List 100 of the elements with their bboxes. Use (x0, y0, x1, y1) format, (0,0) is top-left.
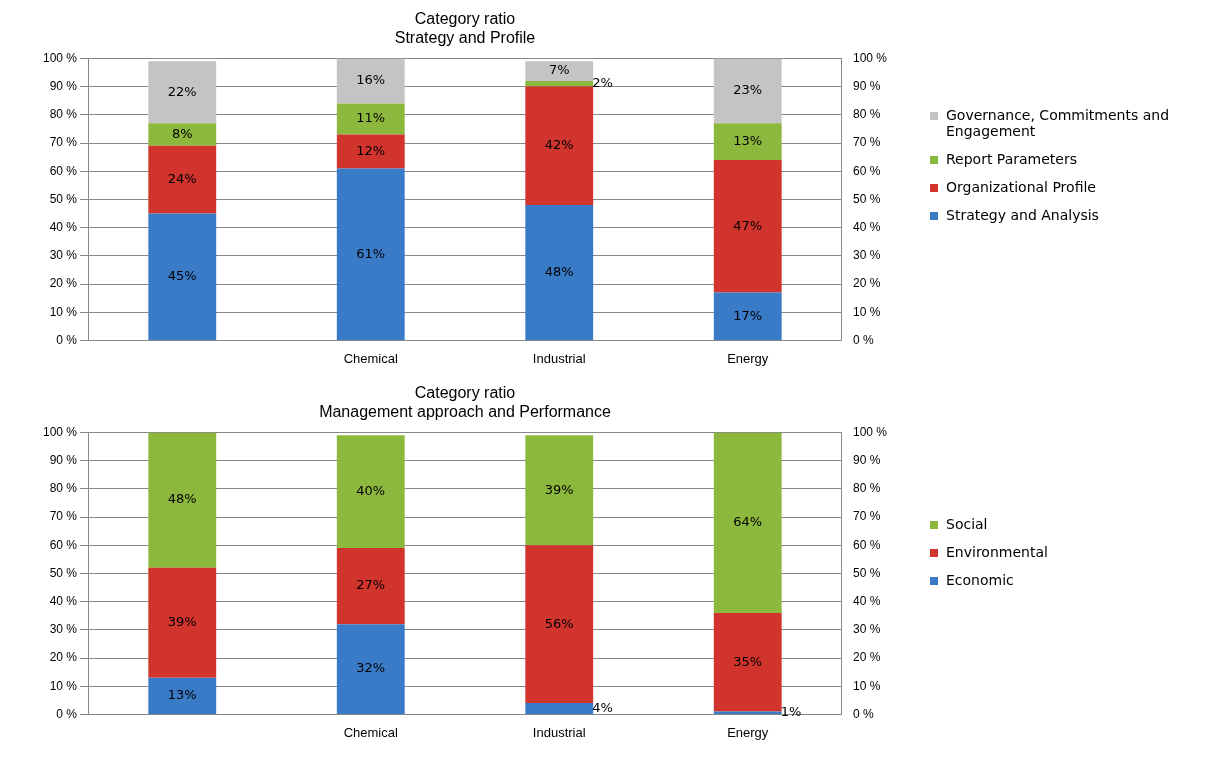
bar (525, 80, 594, 87)
y-tick-label: 100 % (42, 424, 78, 439)
data-label: 13% (733, 132, 763, 148)
data-label: 17% (733, 307, 763, 323)
y-tick-label: 60 % (49, 163, 78, 178)
y2-tick-label: 70 % (852, 509, 881, 524)
x-tick-label: Industrial (532, 350, 586, 366)
data-label: 24% (167, 171, 197, 187)
y2-tick-label: 30 % (852, 248, 881, 263)
x-tick-label: Chemical (343, 724, 398, 740)
bar (148, 123, 217, 146)
y-tick-label: 90 % (49, 452, 78, 467)
bar (525, 545, 594, 704)
y2-tick-label: 0 % (852, 706, 874, 721)
data-label: 61% (356, 245, 386, 261)
y2-tick-label: 60 % (852, 163, 881, 178)
legend-label: Organizational Profile (946, 179, 1096, 195)
data-label: 13% (167, 687, 197, 703)
bar (148, 567, 217, 678)
data-label: 8% (171, 125, 193, 141)
bar (525, 435, 594, 546)
y-tick-label: 80 % (49, 481, 78, 496)
y2-tick-label: 20 % (852, 276, 881, 291)
y2-tick-label: 80 % (852, 481, 881, 496)
bar (336, 624, 405, 714)
bar (713, 58, 782, 124)
legend-label: Governance, Commitments and Engagement (946, 107, 1171, 139)
legend-label: Economic (946, 572, 1014, 588)
chart-subtitle: Management approach and Performance (319, 403, 611, 421)
legend-label: Report Parameters (946, 151, 1077, 167)
bar (148, 432, 217, 568)
y-tick-label: 0 % (56, 706, 78, 721)
y-tick-label: 10 % (49, 678, 78, 693)
y-tick-label: 20 % (49, 650, 78, 665)
y-tick-label: 20 % (49, 276, 78, 291)
bar (525, 86, 594, 206)
y2-tick-label: 40 % (852, 219, 881, 234)
bar (336, 435, 405, 549)
bar (336, 103, 405, 135)
data-label: 35% (733, 653, 763, 669)
data-label: 23% (733, 82, 763, 98)
data-label: 48% (167, 491, 197, 507)
x-tick-label: Industrial (532, 724, 586, 740)
legend-label: Strategy and Analysis (946, 207, 1099, 223)
data-label: 12% (356, 142, 386, 158)
bar (148, 213, 217, 340)
y2-tick-label: 90 % (852, 78, 881, 93)
chart-title: Category ratio (414, 10, 516, 28)
data-label: 40% (356, 482, 386, 498)
data-label: 7% (548, 62, 570, 78)
bar (336, 134, 405, 169)
x-tick-label: Chemical (343, 350, 398, 366)
bar (525, 61, 594, 81)
y2-tick-label: 70 % (852, 135, 881, 150)
data-label: 32% (356, 660, 386, 676)
y2-tick-label: 60 % (852, 537, 881, 552)
data-label: 39% (167, 614, 197, 630)
data-label: 64% (733, 514, 763, 530)
y-tick-label: 0 % (56, 332, 78, 347)
bar (148, 677, 217, 714)
data-label: 22% (167, 83, 197, 99)
y-tick-label: 60 % (49, 537, 78, 552)
bar (148, 145, 217, 214)
y2-tick-label: 80 % (852, 107, 881, 122)
data-label: 4% (592, 699, 613, 715)
data-label: 2% (592, 75, 613, 91)
y-tick-label: 30 % (49, 248, 78, 263)
y2-tick-label: 50 % (852, 191, 881, 206)
y-tick-label: 40 % (49, 593, 78, 608)
y2-tick-label: 10 % (852, 678, 881, 693)
legend-label: Social (946, 516, 988, 532)
data-label: 56% (544, 615, 574, 631)
y2-tick-label: 20 % (852, 650, 881, 665)
bar (336, 548, 405, 625)
y2-tick-label: 30 % (852, 622, 881, 637)
x-tick-label: Energy (727, 724, 769, 740)
bar (713, 612, 782, 712)
y2-tick-label: 40 % (852, 593, 881, 608)
y-tick-label: 10 % (49, 304, 78, 319)
y-tick-label: 80 % (49, 107, 78, 122)
bar (525, 205, 594, 340)
y2-tick-label: 50 % (852, 565, 881, 580)
bar (336, 58, 405, 104)
y2-tick-label: 100 % (852, 50, 888, 65)
data-label: 48% (544, 263, 574, 279)
data-label: 47% (733, 217, 763, 233)
y-tick-label: 50 % (49, 191, 78, 206)
bar (148, 61, 217, 124)
legend-label: Environmental (946, 544, 1048, 560)
y2-tick-label: 0 % (852, 332, 874, 347)
bar (713, 123, 782, 160)
bar (713, 159, 782, 293)
y2-tick-label: 10 % (852, 304, 881, 319)
y-tick-label: 90 % (49, 78, 78, 93)
y-tick-label: 70 % (49, 509, 78, 524)
y2-tick-label: 90 % (852, 452, 881, 467)
y-tick-label: 100 % (42, 50, 78, 65)
x-tick-label: Energy (727, 350, 769, 366)
data-label: 45% (167, 268, 197, 284)
bar (336, 168, 405, 340)
